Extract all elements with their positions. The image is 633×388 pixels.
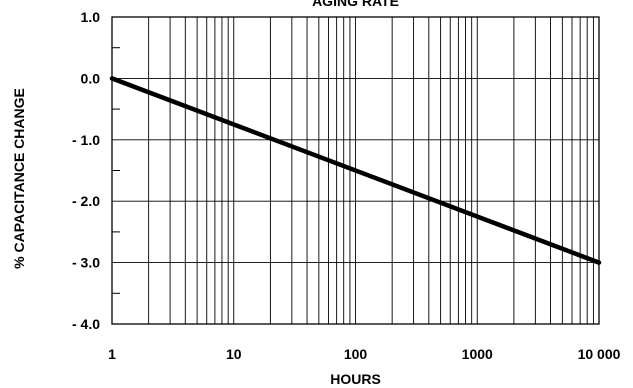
- x-tick-label: 10: [226, 346, 242, 362]
- x-tick-labels: 1 10 100 1000 10 000: [108, 346, 621, 362]
- y-tick-label: - 4.0: [72, 316, 100, 332]
- capacitance-change-line: [109, 76, 602, 265]
- y-tick-label: - 3.0: [72, 255, 100, 271]
- chart-title: AGING RATE: [312, 0, 399, 9]
- y-axis-title: % CAPACITANCE CHANGE: [11, 88, 27, 269]
- x-axis-title: HOURS: [330, 371, 381, 387]
- x-tick-label: 1000: [462, 346, 493, 362]
- x-tick-label: 10 000: [578, 346, 621, 362]
- plot-frame: [111, 16, 600, 325]
- grid-lines: [111, 16, 599, 325]
- series-layer: [109, 76, 602, 265]
- x-tick-label: 1: [108, 346, 116, 362]
- y-tick-labels: 1.0 0.0 - 1.0 - 2.0 - 3.0 - 4.0: [72, 9, 100, 332]
- y-tick-label: 0.0: [81, 70, 101, 86]
- y-tick-label: - 2.0: [72, 193, 100, 209]
- x-tick-label: 100: [344, 346, 368, 362]
- y-tick-label: 1.0: [81, 9, 101, 25]
- y-tick-label: - 1.0: [72, 132, 100, 148]
